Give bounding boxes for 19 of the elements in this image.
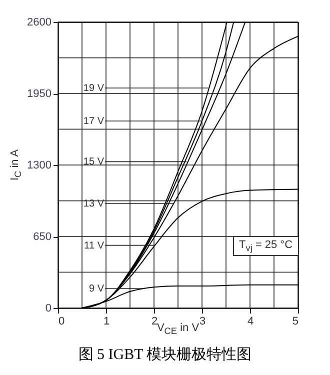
x-axis-title: V$_{CE}$ in V: [156, 322, 200, 336]
y-tick-label: 2600: [27, 16, 52, 28]
text: 图 5 IGBT 模块栅极特性图: [77, 346, 253, 364]
y-tick-label: 650: [33, 231, 52, 243]
x-tick-label: 2: [151, 316, 158, 328]
annotation: 17 V: [83, 116, 104, 127]
annotation: 11 V: [84, 240, 104, 252]
x-tick-label: 4: [247, 316, 254, 328]
x-tick-label: 5: [292, 316, 298, 328]
annotation: 9 V: [88, 284, 104, 295]
x-tick-label: 3: [199, 316, 206, 328]
y-tick-label: 0: [45, 302, 52, 314]
x-tick-label: 1: [103, 316, 110, 328]
annotation: 19 V: [83, 83, 104, 94]
annotation: T$_{vj}$ = 25 °C: [233, 236, 299, 256]
y-tick-label: 1950: [27, 88, 52, 100]
x-tick-label: 0: [58, 316, 65, 328]
y-tick-label: 1300: [27, 160, 52, 172]
annotation: 13 V: [83, 198, 104, 210]
